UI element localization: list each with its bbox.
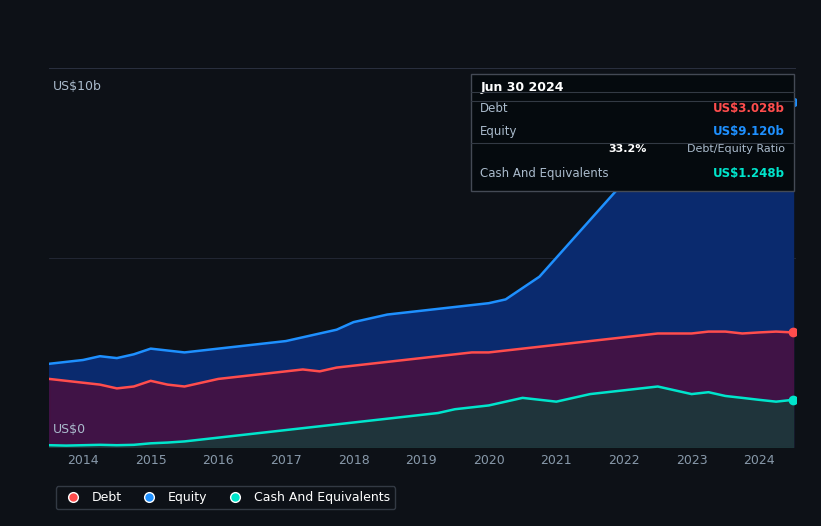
Text: US$9.120b: US$9.120b <box>713 125 785 138</box>
Legend: Debt, Equity, Cash And Equivalents: Debt, Equity, Cash And Equivalents <box>56 486 395 509</box>
Text: Equity: Equity <box>480 125 518 138</box>
Text: Debt: Debt <box>480 103 509 116</box>
FancyBboxPatch shape <box>471 74 794 191</box>
Text: Debt/Equity Ratio: Debt/Equity Ratio <box>680 144 785 154</box>
Text: US$0: US$0 <box>53 423 86 436</box>
Text: 33.2%: 33.2% <box>608 144 647 154</box>
Text: Cash And Equivalents: Cash And Equivalents <box>480 167 609 180</box>
Text: US$3.028b: US$3.028b <box>713 103 785 116</box>
Text: US$10b: US$10b <box>53 80 102 93</box>
Text: US$1.248b: US$1.248b <box>713 167 785 180</box>
Text: Jun 30 2024: Jun 30 2024 <box>480 81 564 94</box>
